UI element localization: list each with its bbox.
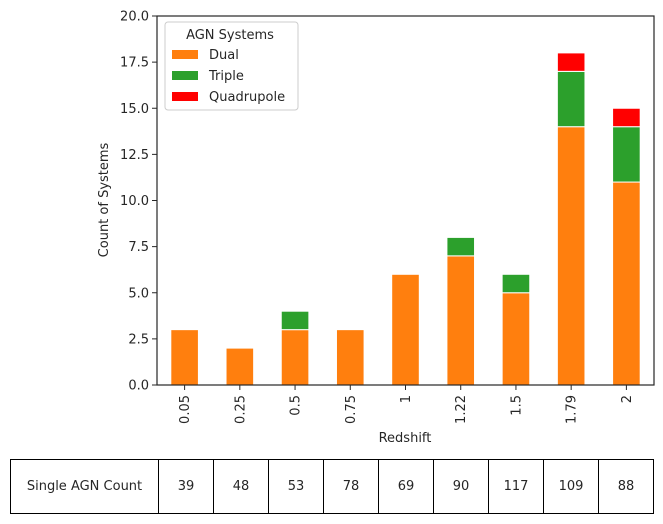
y-tick-label: 17.5 (120, 56, 149, 71)
y-tick-label: 10.0 (120, 194, 149, 209)
x-tick-label: 1.79 (565, 395, 580, 424)
bar-dual-1.22 (446, 255, 476, 386)
bar-dual-1.79 (556, 126, 586, 386)
legend-title: AGN Systems (186, 28, 274, 43)
y-axis: 0.0 2.5 5.0 7.5 10.0 12.5 15.0 17.5 20.0 (120, 10, 157, 394)
x-tick-label: 1.5 (509, 395, 524, 416)
y-tick-label: 7.5 (128, 240, 149, 255)
x-tick-label: 0.75 (344, 395, 359, 424)
x-tick-label: 0.25 (233, 395, 248, 424)
x-axis: 0.05 0.25 0.5 0.75 1 1.22 1.5 1.79 2 (178, 385, 635, 424)
table-row-label: Single AGN Count (10, 459, 159, 514)
bars-layer (170, 52, 641, 386)
y-tick-label: 15.0 (120, 102, 149, 117)
x-tick-label: 0.5 (289, 395, 304, 416)
table-row: Single AGN Count 39 48 53 78 69 90 117 1… (10, 459, 654, 514)
bar-triple-1.79 (556, 70, 586, 128)
x-tick-label: 0.05 (178, 395, 193, 424)
bar-dual-2 (612, 181, 641, 386)
y-tick-label: 20.0 (120, 10, 149, 25)
bar-triple-1.22 (446, 236, 476, 257)
x-tick-label: 2 (620, 395, 635, 403)
x-tick-label: 1 (399, 395, 414, 403)
legend-label-triple: Triple (208, 69, 244, 84)
stacked-bar-chart: 0.0 2.5 5.0 7.5 10.0 12.5 15.0 17.5 20.0 0.05 0.2… (97, 10, 655, 446)
table-cell: 78 (323, 459, 379, 514)
legend: AGN Systems Dual Triple Quadrupole (164, 21, 299, 111)
legend-swatch-quadrupole (172, 92, 198, 101)
bar-dual-0.5 (280, 329, 310, 386)
x-tick-label: 1.22 (454, 395, 469, 424)
y-tick-label: 0.0 (128, 379, 149, 394)
legend-label-quadrupole: Quadrupole (209, 90, 285, 105)
y-tick-label: 2.5 (128, 332, 149, 347)
bar-triple-2 (612, 126, 641, 183)
bar-dual-0.05 (170, 329, 199, 386)
bar-quadrupole-1.79 (556, 52, 586, 72)
y-tick-label: 5.0 (128, 286, 149, 301)
x-axis-label: Redshift (379, 431, 432, 446)
bar-dual-1.5 (501, 292, 531, 386)
table-cell: 53 (268, 459, 324, 514)
table-cell: 90 (433, 459, 489, 514)
bar-quadrupole-2 (612, 107, 641, 128)
y-axis-label: Count of Systems (97, 142, 112, 257)
legend-swatch-triple (172, 71, 198, 80)
y-tick-label: 12.5 (120, 148, 149, 163)
table-cell: 69 (378, 459, 434, 514)
legend-label-dual: Dual (209, 48, 239, 63)
bar-dual-0.75 (335, 329, 365, 386)
single-agn-count-table: Single AGN Count 39 48 53 78 69 90 117 1… (10, 459, 654, 514)
table-cell: 48 (213, 459, 269, 514)
bar-dual-1 (391, 273, 420, 386)
table-cell: 88 (598, 459, 654, 514)
table-cell: 117 (488, 459, 544, 514)
bar-triple-1.5 (501, 273, 531, 294)
legend-swatch-dual (172, 50, 198, 59)
table-cell: 39 (158, 459, 214, 514)
table-cell: 109 (543, 459, 599, 514)
bar-triple-0.5 (280, 310, 310, 331)
legend-frame (164, 21, 299, 111)
bar-dual-0.25 (225, 347, 255, 386)
